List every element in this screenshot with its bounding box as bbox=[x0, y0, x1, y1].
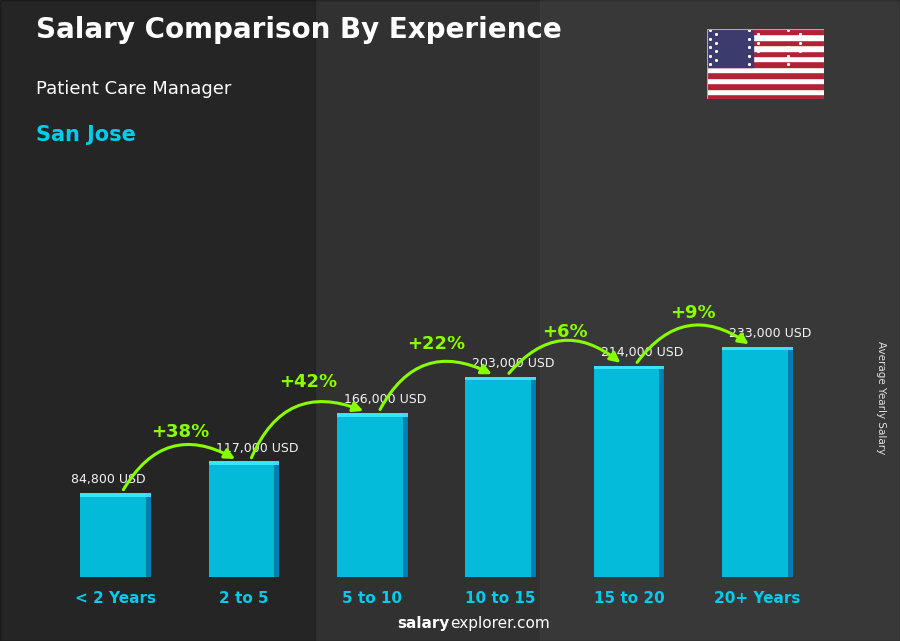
Text: Average Yearly Salary: Average Yearly Salary bbox=[877, 341, 886, 454]
Bar bbox=[594, 366, 664, 577]
Bar bbox=[209, 462, 279, 465]
Bar bbox=[722, 347, 793, 577]
Text: +9%: +9% bbox=[670, 304, 716, 322]
Bar bbox=[531, 377, 536, 577]
Bar bbox=[706, 67, 824, 72]
Text: salary: salary bbox=[398, 617, 450, 631]
Bar bbox=[209, 462, 279, 577]
Bar bbox=[706, 45, 824, 51]
Bar bbox=[706, 78, 824, 83]
Text: +42%: +42% bbox=[279, 373, 338, 391]
Bar bbox=[540, 0, 900, 641]
Text: 214,000 USD: 214,000 USD bbox=[601, 346, 683, 359]
Bar bbox=[337, 413, 408, 577]
Text: 84,800 USD: 84,800 USD bbox=[71, 473, 145, 487]
Bar bbox=[146, 493, 151, 577]
Bar bbox=[706, 56, 824, 62]
Bar bbox=[465, 377, 536, 577]
Bar bbox=[660, 366, 664, 577]
Bar bbox=[274, 462, 279, 577]
Bar bbox=[465, 377, 536, 380]
Bar bbox=[706, 72, 824, 78]
Bar bbox=[722, 347, 793, 351]
Text: 117,000 USD: 117,000 USD bbox=[216, 442, 298, 454]
Text: Salary Comparison By Experience: Salary Comparison By Experience bbox=[36, 16, 562, 44]
Bar bbox=[706, 29, 753, 67]
Bar bbox=[80, 493, 151, 497]
Bar bbox=[337, 413, 408, 417]
Bar bbox=[80, 493, 151, 577]
Bar bbox=[706, 51, 824, 56]
Bar bbox=[706, 29, 824, 34]
Text: 233,000 USD: 233,000 USD bbox=[729, 327, 812, 340]
Text: +6%: +6% bbox=[542, 324, 588, 342]
Bar bbox=[706, 34, 824, 40]
Text: 203,000 USD: 203,000 USD bbox=[472, 357, 555, 370]
Bar bbox=[788, 347, 793, 577]
Bar bbox=[706, 62, 824, 67]
Bar bbox=[706, 83, 824, 88]
Bar bbox=[706, 88, 824, 94]
Text: Patient Care Manager: Patient Care Manager bbox=[36, 80, 231, 98]
Text: 166,000 USD: 166,000 USD bbox=[344, 393, 427, 406]
Bar bbox=[402, 413, 408, 577]
Text: +38%: +38% bbox=[150, 422, 209, 440]
Bar bbox=[0, 0, 315, 641]
Text: +22%: +22% bbox=[408, 335, 465, 353]
Bar bbox=[594, 366, 664, 369]
Text: explorer.com: explorer.com bbox=[450, 617, 550, 631]
Bar bbox=[706, 40, 824, 45]
Text: San Jose: San Jose bbox=[36, 125, 136, 145]
Bar bbox=[706, 94, 824, 99]
